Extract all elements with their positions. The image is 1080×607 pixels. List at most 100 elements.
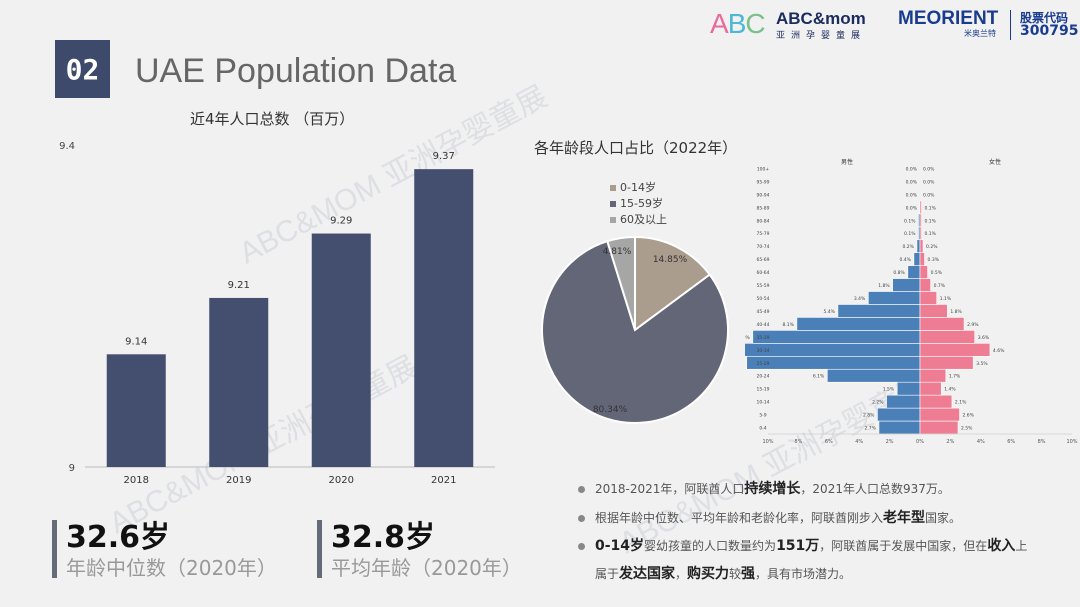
x-tick-label: 2020 [329, 475, 354, 486]
female-bar [919, 355, 974, 370]
x-tick-label: 8% [1038, 439, 1046, 445]
female-value-label: 0.0% [923, 166, 935, 172]
meorient-subtitle: 米奥兰特 [964, 29, 996, 38]
meorient-logo: MEORIENT [898, 8, 999, 29]
male-value-label: 5.4% [823, 309, 835, 315]
pyramid-male-label: 男性 [841, 158, 853, 166]
female-value-label: 0.0% [923, 192, 935, 198]
slice-label: 14.85% [653, 255, 688, 265]
female-value-label: 1.8% [950, 309, 962, 315]
age-group-label: 5-9 [759, 413, 766, 419]
median-age-label: 年龄中位数（2020年） [66, 556, 277, 580]
female-bar [919, 226, 922, 241]
female-bar [919, 394, 953, 409]
age-group-label: 65-69 [756, 257, 769, 263]
female-value-label: 0.1% [925, 231, 937, 237]
female-bar [919, 407, 960, 422]
stat-accent-bar [317, 520, 322, 578]
male-bar [913, 252, 921, 266]
bullet-emphasis: 持续增长 [744, 481, 801, 497]
female-value-label: 3.5% [976, 361, 988, 367]
age-pie-chart: 14.85% 80.34% 4.81% [541, 235, 729, 424]
male-bar [837, 304, 921, 318]
female-bar [919, 304, 948, 318]
x-tick-label: 0% [916, 439, 924, 445]
bar [311, 233, 371, 467]
population-pyramid-chart: 男性 女性 2.7% 2.5% 0-4 2.8% 2.6% 5-9 2.2% 2.1% 10-14 1… [745, 158, 1078, 445]
male-value-label: 3.4% [854, 296, 866, 302]
male-bar [892, 278, 921, 292]
bullet-point-continued: 属于发达国家，购买力较强，具有市场潜力。 [595, 563, 851, 583]
y-tick-label: 9 [69, 463, 75, 474]
bar-chart-title: 近4年人口总数 （百万） [190, 110, 355, 128]
legend-item: 0-14岁 [610, 179, 656, 195]
male-bar [796, 317, 921, 331]
age-group-label: 90-94 [756, 192, 769, 198]
female-bar [919, 213, 922, 228]
abc-logo: ABC [710, 8, 766, 39]
age-group-label: 75-79 [756, 231, 769, 237]
female-bar [919, 252, 925, 266]
female-value-label: 2.5% [961, 426, 973, 432]
x-tick-label: 6% [825, 439, 833, 445]
female-value-label: 1.1% [940, 296, 952, 302]
bullet-text: 上 [1015, 539, 1028, 553]
x-tick-label: 2019 [226, 475, 251, 486]
female-value-label: 1.7% [949, 374, 961, 380]
bullet-dot [578, 543, 585, 550]
female-bar [919, 278, 931, 292]
age-group-label: 40-44 [756, 322, 769, 328]
age-group-label: 45-49 [756, 309, 769, 315]
male-bar [868, 291, 921, 305]
bar [414, 169, 474, 467]
age-group-label: 100+ [757, 166, 770, 172]
female-bar [919, 368, 947, 383]
male-value-label: 8.1% [782, 322, 794, 328]
age-group-label: 30-34 [756, 348, 769, 354]
bullet-text: ，阿联酋属于发展中国家，但在 [819, 539, 988, 553]
male-bar [886, 394, 921, 409]
bullet-point: 根据年龄中位数、平均年龄和老龄化率，阿联酋刚步入老年型国家。 [578, 507, 961, 527]
female-bar [919, 381, 942, 396]
bar-value-label: 9.21 [228, 280, 250, 291]
bar-value-label: 9.14 [125, 336, 147, 347]
population-bar-chart: 9.4 9 9.14 2018 9.21 2019 9.29 2020 9.37 2021 [59, 141, 495, 486]
bullet-dot [578, 515, 585, 522]
female-value-label: 2.6% [963, 413, 975, 419]
x-tick-label: 2% [886, 439, 894, 445]
bullet-text: ，具有市场潜力。 [755, 567, 852, 581]
female-value-label: 0.2% [926, 244, 938, 250]
female-value-label: 0.0% [923, 179, 935, 185]
age-group-label: 50-54 [756, 296, 769, 302]
female-bar [919, 343, 991, 357]
bullet-text: 较 [729, 567, 742, 581]
male-bar [745, 343, 921, 357]
male-value-label: 2.7% [865, 426, 877, 432]
female-value-label: 3.6% [978, 335, 990, 341]
female-bar [919, 200, 922, 215]
female-value-label: 4.6% [993, 348, 1005, 354]
female-bar [919, 317, 965, 331]
legend-swatch [610, 217, 616, 223]
x-tick-label: 6% [1007, 439, 1015, 445]
bullet-emphasis: 购买力 [687, 566, 730, 582]
pyramid-female-label: 女性 [989, 158, 1001, 166]
bar [106, 354, 166, 467]
male-bar [907, 265, 921, 279]
bullet-emphasis: 强 [741, 566, 756, 582]
male-bar [826, 368, 921, 383]
age-group-label: 95-99 [756, 179, 769, 185]
male-bar [916, 239, 921, 253]
pie-slice [606, 235, 636, 331]
page-title: UAE Population Data [135, 52, 457, 90]
age-group-label: 25-29 [756, 361, 769, 367]
x-tick-label: 2021 [431, 475, 456, 486]
bullet-text: 婴幼孩童的人口数量约为 [644, 539, 777, 553]
female-bar [919, 265, 928, 279]
age-group-label: 15-19 [756, 387, 769, 393]
female-value-label: 2.1% [955, 400, 967, 406]
bullet-text: ，2021年人口总数937万。 [800, 482, 950, 496]
bullet-text: 属于 [595, 567, 620, 581]
bullet-dot [578, 486, 585, 493]
age-group-label: 35-39 [756, 335, 769, 341]
